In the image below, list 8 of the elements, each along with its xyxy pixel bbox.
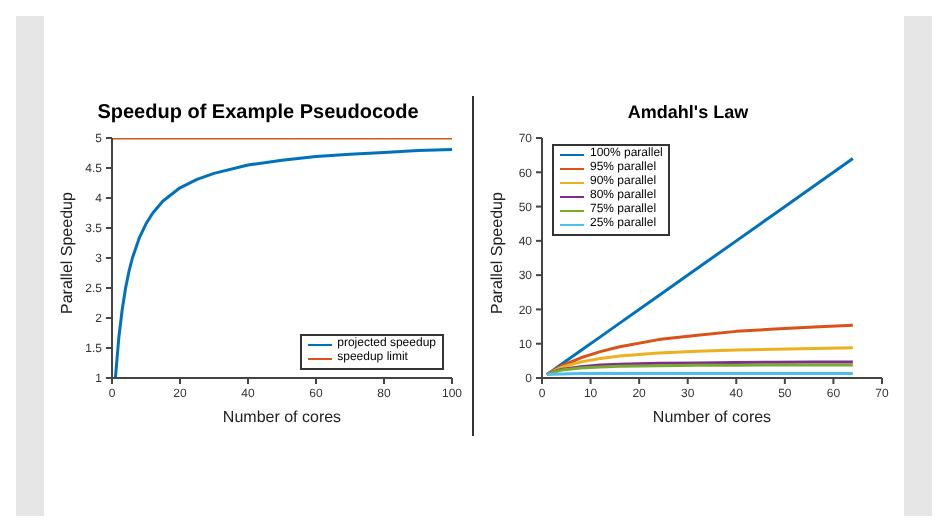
x-axis-title: Number of cores bbox=[652, 408, 772, 426]
x-axis-title: Number of cores bbox=[222, 408, 342, 426]
chart-title: Speedup of Example Pseudocode bbox=[95, 102, 421, 124]
chart-title: Amdahl's Law bbox=[625, 102, 751, 122]
y-axis-title: Parallel Speedup bbox=[57, 191, 76, 314]
line-series bbox=[545, 346, 855, 377]
y-axis-title: Parallel Speedup bbox=[487, 191, 506, 314]
line-series bbox=[545, 323, 855, 377]
